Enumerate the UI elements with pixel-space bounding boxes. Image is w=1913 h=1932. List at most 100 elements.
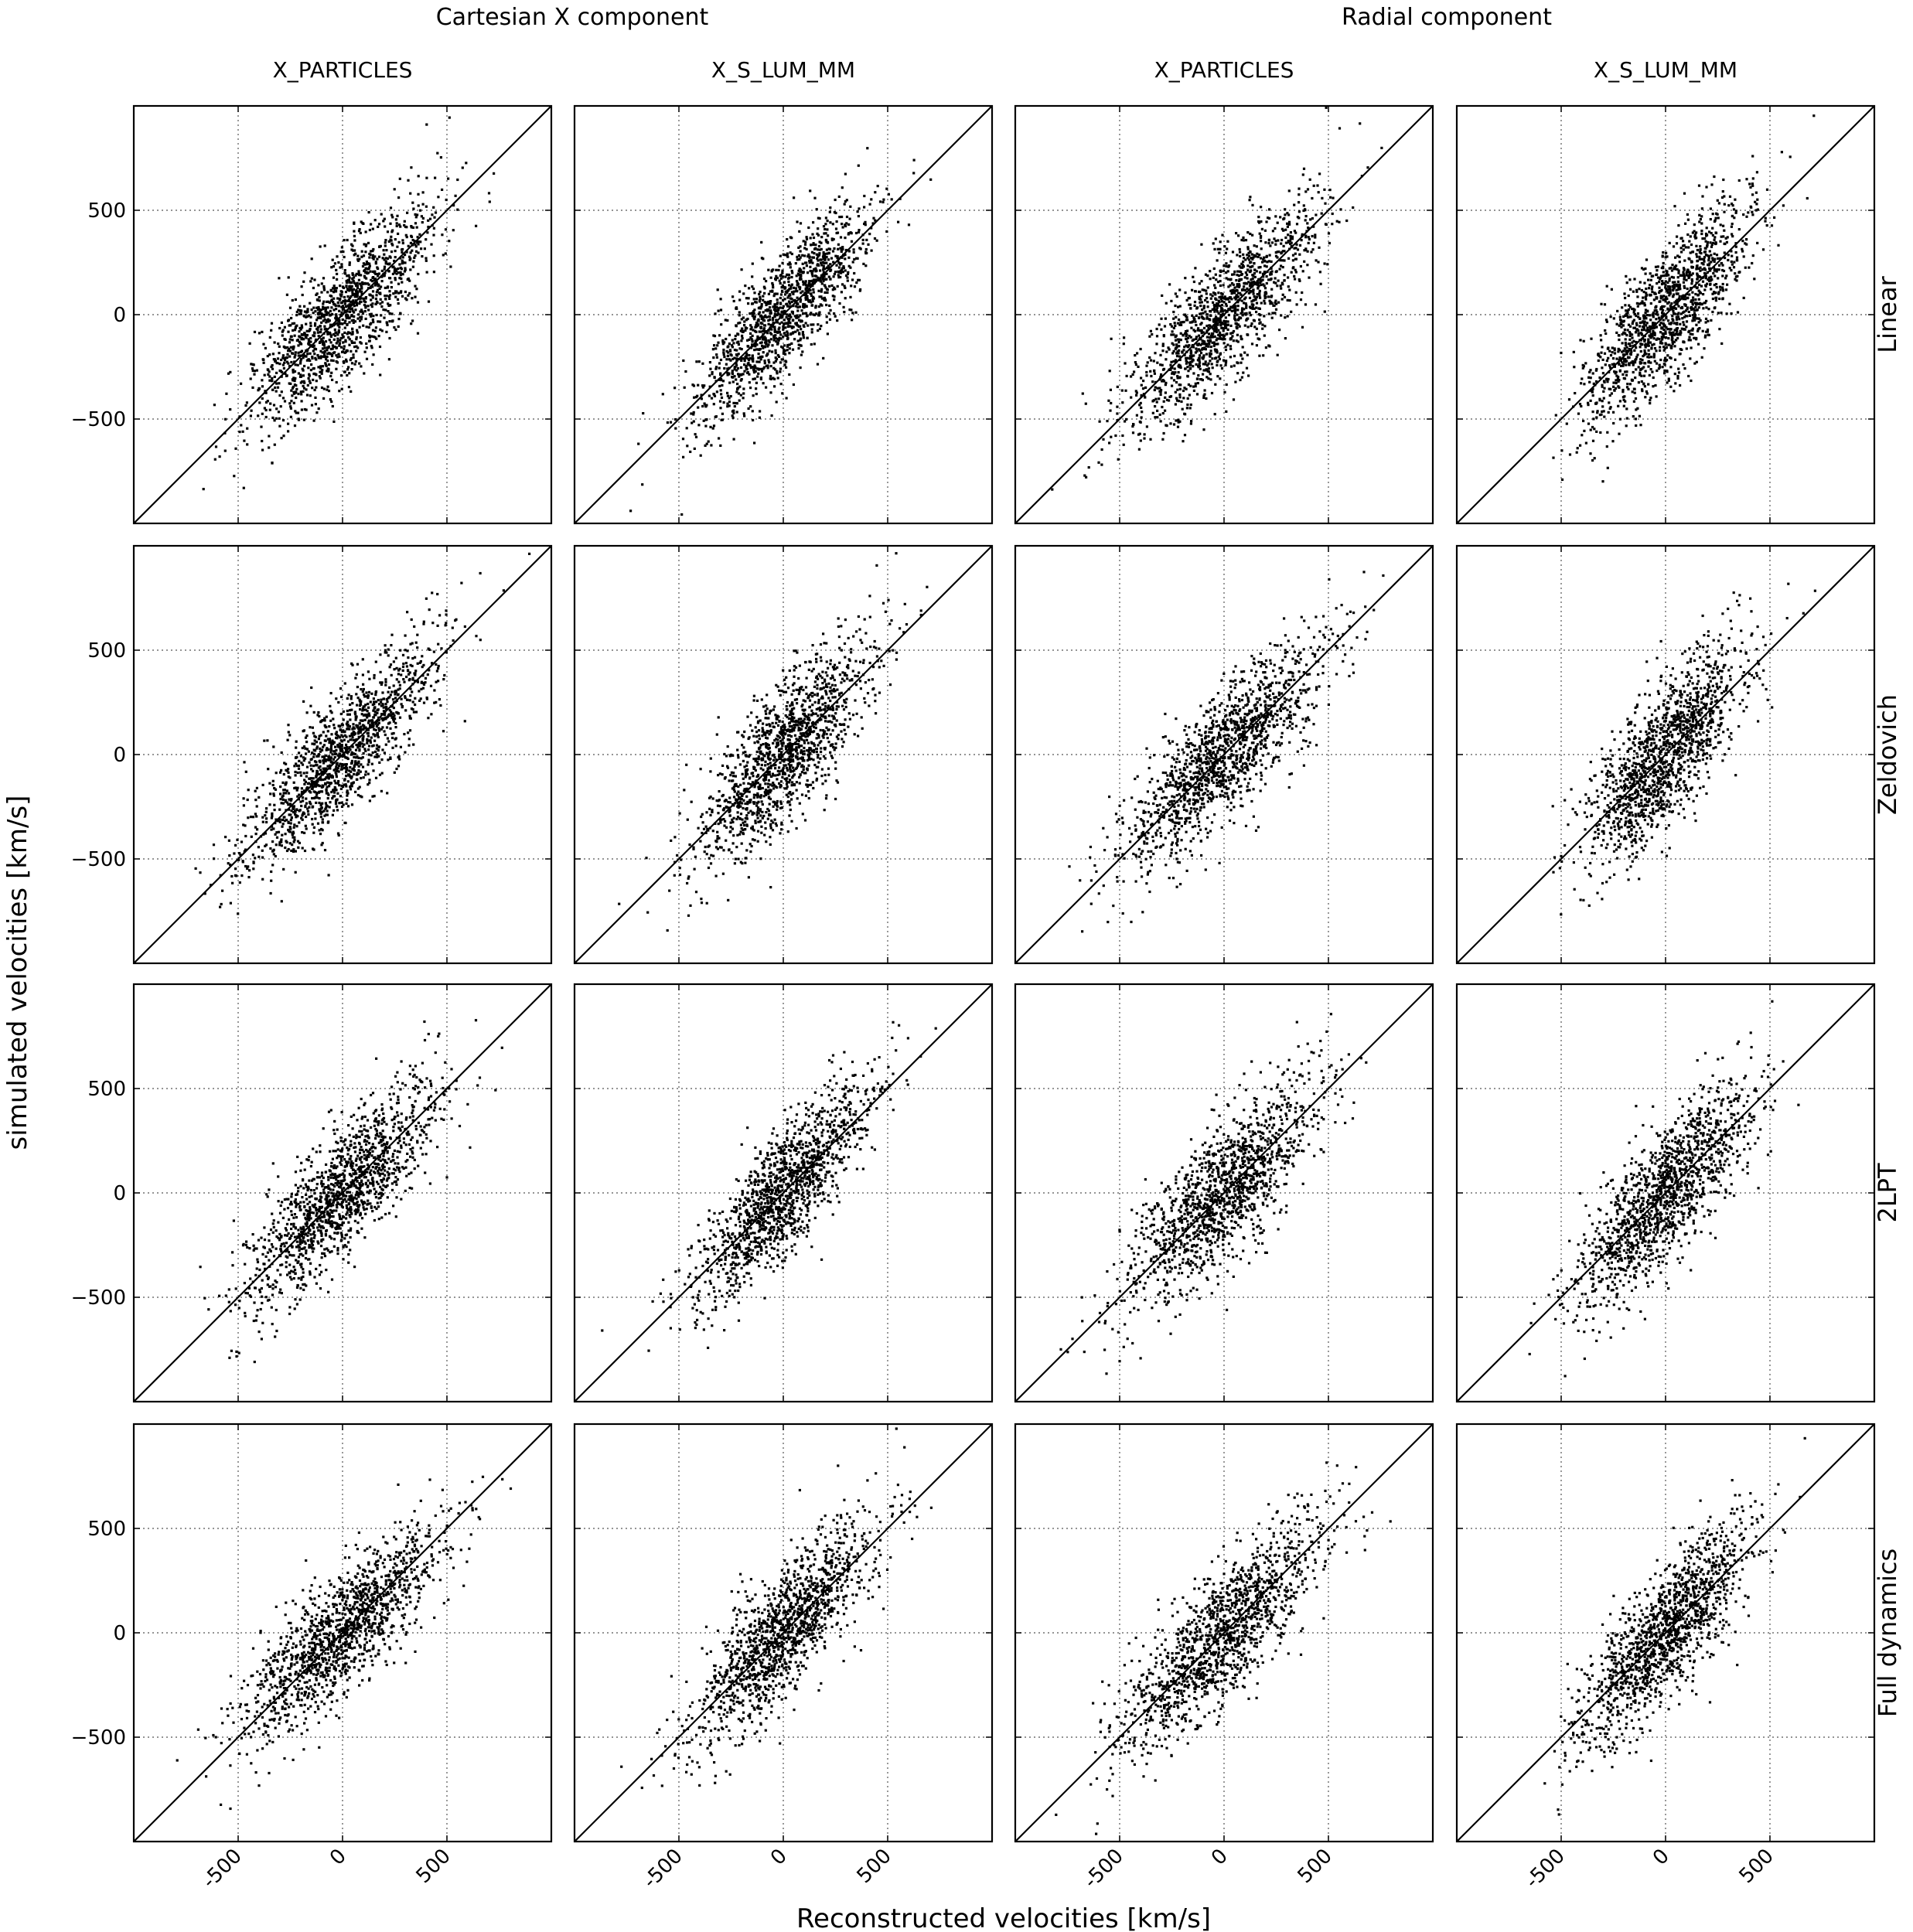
scatter-point <box>1299 264 1302 268</box>
scatter-point <box>747 357 750 360</box>
scatter-point <box>351 330 354 333</box>
scatter-point <box>404 254 407 257</box>
scatter-point <box>751 357 754 360</box>
scatter-point <box>726 319 729 322</box>
scatter-point <box>1185 340 1189 343</box>
scatter-point <box>762 366 766 369</box>
scatter-point <box>358 274 361 277</box>
scatter-point <box>805 247 808 250</box>
scatter-point <box>371 290 375 293</box>
scatter-point <box>335 380 338 384</box>
scatter-point <box>360 308 363 312</box>
scatter-point <box>1703 258 1706 261</box>
scatter-point <box>848 217 851 220</box>
scatter-point <box>837 247 840 250</box>
scatter-point <box>432 233 435 237</box>
scatter-point <box>334 289 338 292</box>
scatter-point <box>1294 252 1297 255</box>
scatter-point <box>340 301 343 304</box>
scatter-point <box>383 316 386 319</box>
scatter-point <box>818 252 821 255</box>
scatter-point <box>1252 256 1255 259</box>
scatter-point <box>1749 186 1752 189</box>
scatter-point <box>844 257 847 261</box>
scatter-point <box>1116 405 1119 408</box>
scatter-point <box>277 411 281 414</box>
scatter-point <box>385 249 388 252</box>
scatter-point <box>1664 330 1667 333</box>
scatter-point <box>1274 254 1278 257</box>
scatter-point <box>1635 368 1638 371</box>
scatter-point <box>1214 273 1217 276</box>
x-axis-label: Reconstructed velocities [km/s] <box>796 1903 1211 1932</box>
scatter-point <box>1656 311 1659 314</box>
scatter-point <box>1608 401 1611 404</box>
scatter-point <box>274 386 277 389</box>
scatter-point <box>641 483 644 486</box>
scatter-point <box>840 271 843 274</box>
scatter-point <box>1642 337 1645 340</box>
scatter-point <box>300 324 303 327</box>
scatter-point <box>426 231 429 234</box>
scatter-point <box>838 216 841 219</box>
scatter-point <box>752 298 755 301</box>
scatter-point <box>1246 264 1250 267</box>
scatter-point <box>1656 269 1659 272</box>
scatter-point <box>371 254 374 257</box>
scatter-point <box>343 269 346 272</box>
scatter-point <box>364 250 367 254</box>
scatter-point <box>1242 260 1245 264</box>
scatter-point <box>343 331 346 334</box>
scatter-point <box>726 367 729 370</box>
scatter-point <box>358 257 361 261</box>
scatter-point <box>1661 280 1664 283</box>
scatter-point <box>292 322 296 325</box>
scatter-point <box>1205 368 1208 371</box>
scatter-point <box>752 394 755 397</box>
scatter-point <box>1252 288 1255 291</box>
scatter-point <box>291 394 294 397</box>
scatter-point <box>729 395 732 398</box>
scatter-point <box>719 389 722 392</box>
scatter-point <box>302 384 305 387</box>
scatter-point <box>414 243 417 246</box>
scatter-point <box>1178 400 1181 403</box>
scatter-point <box>348 261 351 264</box>
scatter-point <box>1144 386 1147 389</box>
scatter-point <box>810 250 814 254</box>
scatter-point <box>377 267 380 271</box>
scatter-point <box>1312 241 1315 244</box>
scatter-point <box>769 276 772 279</box>
scatter-point <box>773 293 776 296</box>
scatter-point <box>261 448 264 451</box>
scatter-point <box>833 312 836 315</box>
scatter-point <box>1604 329 1607 332</box>
scatter-point <box>1225 410 1228 413</box>
scatter-point <box>329 288 332 291</box>
scatter-point <box>1217 355 1220 358</box>
scatter-point <box>1673 301 1676 304</box>
scatter-point <box>786 305 789 308</box>
scatter-point <box>773 312 776 315</box>
scatter-point <box>887 193 890 196</box>
scatter-point <box>1236 301 1240 304</box>
scatter-point <box>673 387 677 390</box>
scatter-point <box>775 340 778 343</box>
scatter-point <box>418 233 421 236</box>
scatter-point <box>298 375 302 378</box>
scatter-point <box>1255 245 1258 248</box>
scatter-point <box>316 331 319 334</box>
scatter-point <box>390 242 394 245</box>
scatter-point <box>346 332 349 336</box>
scatter-point <box>347 366 350 369</box>
scatter-point <box>350 341 354 344</box>
scatter-point <box>280 321 283 324</box>
scatter-point <box>1634 397 1638 400</box>
scatter-point <box>1260 257 1263 260</box>
scatter-point <box>375 300 379 303</box>
scatter-point <box>298 305 302 308</box>
scatter-point <box>1277 301 1280 304</box>
scatter-point <box>1733 216 1736 220</box>
scatter-point <box>779 274 782 278</box>
scatter-point <box>747 407 750 411</box>
